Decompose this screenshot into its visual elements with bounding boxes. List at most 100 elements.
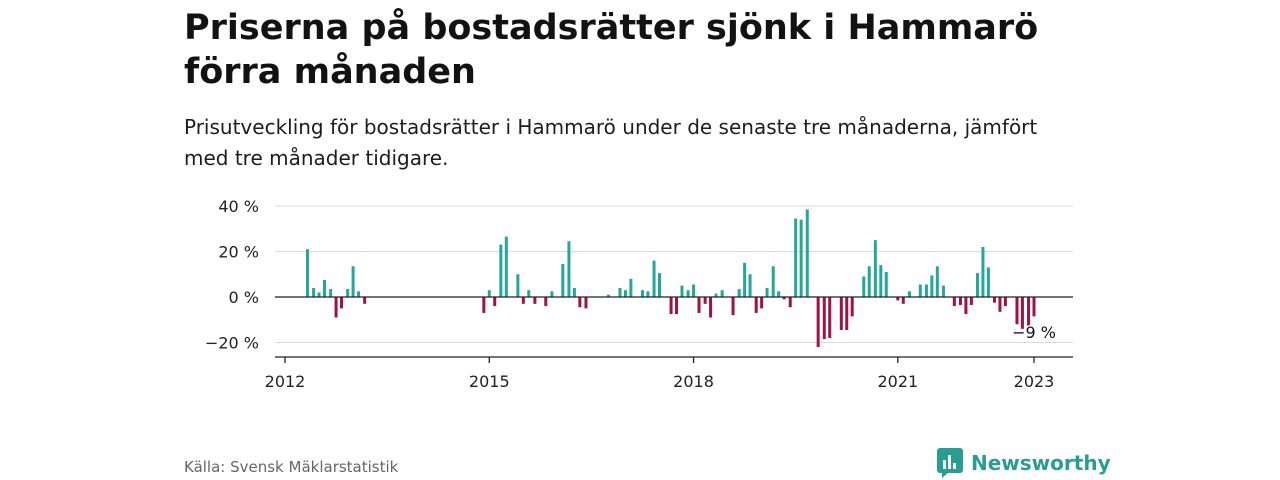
bar — [850, 297, 854, 317]
bar — [329, 289, 333, 297]
bar — [561, 264, 565, 297]
bar — [1003, 297, 1007, 307]
bar — [918, 284, 922, 297]
bar — [993, 297, 997, 303]
gridlines — [275, 205, 1073, 343]
bar — [317, 292, 321, 297]
bar — [640, 290, 644, 297]
bar — [743, 262, 747, 298]
bar — [675, 297, 679, 315]
x-tick-label: 2012 — [265, 372, 306, 391]
bar — [760, 297, 764, 309]
bar — [952, 297, 956, 307]
bar — [731, 297, 735, 316]
chart-title: Priserna på bostadsrätter sjönk i Hammar… — [184, 8, 1039, 92]
bar — [629, 278, 633, 297]
bar — [845, 297, 849, 330]
bar — [737, 289, 741, 297]
bar — [805, 209, 809, 297]
bar — [703, 297, 707, 304]
bar — [658, 273, 661, 297]
bar — [686, 290, 690, 297]
bar — [652, 260, 656, 297]
bar — [692, 284, 696, 297]
bar — [822, 297, 826, 340]
bar — [799, 219, 803, 297]
bar — [618, 287, 622, 297]
bar — [516, 274, 520, 297]
bar — [1015, 297, 1019, 325]
y-tick-label: −20 % — [205, 334, 259, 353]
bar — [606, 294, 610, 297]
y-tick-label: 40 % — [218, 197, 259, 216]
bar — [646, 291, 650, 297]
last-value-annotation: −9 % — [1012, 323, 1056, 342]
bar — [884, 271, 888, 297]
bar — [924, 284, 928, 297]
bar — [680, 285, 684, 298]
bar — [839, 297, 843, 330]
bar — [346, 289, 350, 297]
source-note: Källa: Svensk Mäklarstatistik — [184, 458, 399, 476]
chart-subtitle: Prisutveckling för bostadsrätter i Hamma… — [184, 115, 1038, 170]
y-tick-label: 20 % — [218, 243, 259, 262]
bar — [828, 297, 832, 338]
bar — [709, 297, 713, 318]
bar — [623, 290, 627, 297]
bars — [305, 209, 1036, 348]
bar — [794, 218, 798, 297]
tick-labels: −20 % 0 % 20 % 40 % 2012 2015 2018 2021 2023 −9 % — [205, 197, 1058, 391]
bar — [986, 267, 990, 297]
x-tick-label: 2021 — [877, 372, 918, 391]
bar — [941, 285, 945, 298]
bar — [567, 241, 571, 297]
bar — [777, 291, 781, 297]
bar — [334, 297, 338, 318]
bar — [312, 287, 316, 297]
bar — [487, 290, 491, 297]
bar — [493, 297, 497, 307]
bar — [351, 266, 355, 297]
bar — [816, 297, 820, 348]
bar — [322, 279, 326, 297]
bar — [521, 297, 525, 304]
bar — [754, 297, 758, 313]
x-tick-label: 2018 — [673, 372, 714, 391]
bar — [901, 297, 905, 304]
bar — [499, 244, 503, 297]
bar — [572, 287, 576, 297]
bar — [527, 290, 531, 297]
x-tick-label: 2023 — [1014, 372, 1055, 391]
bar — [771, 266, 775, 297]
bar — [357, 291, 361, 297]
bar — [867, 266, 871, 297]
bar — [544, 297, 548, 307]
bar — [788, 297, 792, 308]
bar — [958, 297, 962, 305]
axes — [275, 296, 1073, 363]
bar — [782, 297, 786, 300]
y-tick-label: 0 % — [229, 288, 259, 307]
bar — [879, 265, 883, 297]
bar — [907, 291, 911, 297]
bar — [896, 297, 900, 301]
bar — [748, 274, 752, 297]
bar — [964, 297, 968, 315]
bar — [533, 297, 537, 304]
bar — [550, 291, 554, 297]
bar — [720, 290, 724, 297]
bar — [714, 293, 718, 297]
bar — [305, 249, 309, 297]
bar — [981, 246, 985, 297]
bar — [578, 297, 582, 308]
bar — [584, 297, 588, 309]
bar — [1032, 297, 1036, 317]
newsworthy-logo[interactable]: Newsworthy — [937, 448, 1111, 478]
x-tick-label: 2015 — [469, 372, 510, 391]
bar — [1020, 297, 1024, 329]
bar — [482, 297, 486, 313]
bar — [998, 297, 1002, 312]
bar — [873, 240, 877, 298]
bar-chart: −20 % 0 % 20 % 40 % 2012 2015 2018 2021 2023 −9 % — [205, 197, 1073, 391]
bar — [975, 273, 979, 297]
